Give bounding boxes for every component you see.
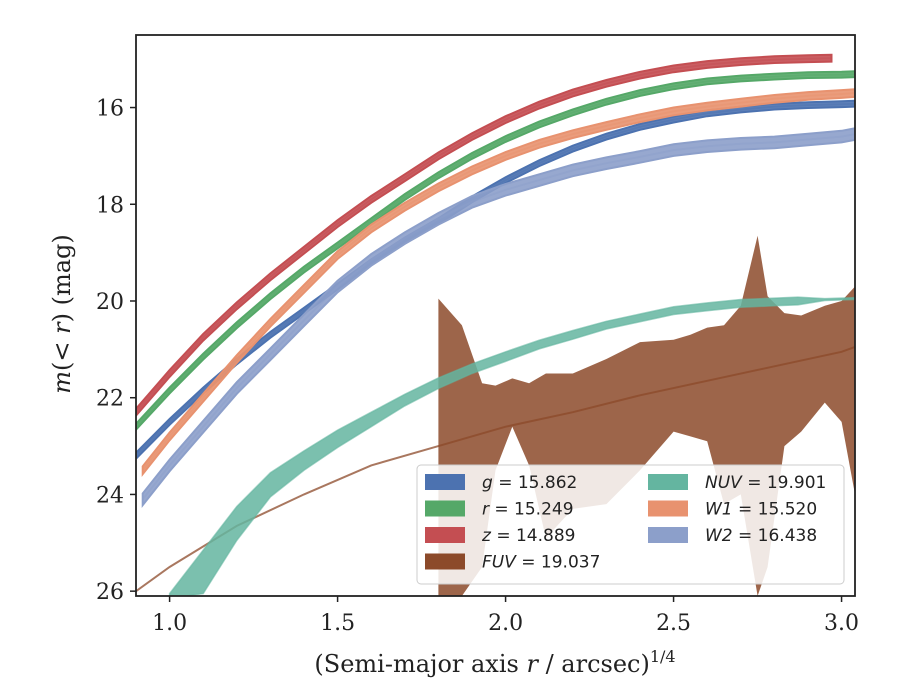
series-r-band [136,70,855,432]
legend: g = 15.862 r = 15.249 z = 14.889 FUV = 19.0… [416,464,845,585]
legend-swatch-z [425,527,465,543]
y-tick-label: 26 [96,580,124,605]
legend-label-w2: W2 = 16.438 [705,526,817,546]
series-w2-band [141,127,855,508]
legend-swatch-r [425,500,465,517]
series-nuv-band [168,296,855,596]
legend-swatch-w2 [648,527,688,543]
legend-swatch-g [425,474,465,490]
legend-swatch-w1 [648,500,688,517]
legend-swatch-nuv [648,474,688,490]
y-tick-label: 22 [96,387,124,412]
legend-label-fuv: FUV = 19.037 [482,553,600,573]
legend-label-w1: W1 = 15.520 [705,500,817,520]
series-z-band [136,53,833,418]
plot-frame [135,34,856,597]
series-w1-band [141,88,855,477]
y-tick-label: 24 [96,483,124,508]
y-tick-label: 18 [96,193,124,218]
y-tick-label: 16 [96,97,124,122]
x-tick-label: 1.5 [320,611,355,636]
x-tick-label: 2.5 [656,611,691,636]
legend-label-r: r = 15.249 [482,500,574,520]
legend-label-nuv: NUV = 19.901 [705,473,826,493]
y-axis-label: m(< r) (mag) [48,234,76,394]
x-axis-label: (Semi-major axis r / arcsec)1/4 [314,647,675,678]
legend-box [416,464,845,585]
y-tick-label: 20 [96,290,124,315]
legend-label-g: g = 15.862 [482,473,577,493]
legend-swatch-fuv [425,553,465,570]
x-tick-label: 3.0 [824,611,859,636]
legend-label-z: z = 14.889 [481,526,575,546]
x-tick-label: 1.0 [152,611,187,636]
x-tick-label: 2.0 [488,611,523,636]
axes: 1.0 1.5 2.0 2.5 3.0 16 18 20 22 24 26 [96,34,859,636]
